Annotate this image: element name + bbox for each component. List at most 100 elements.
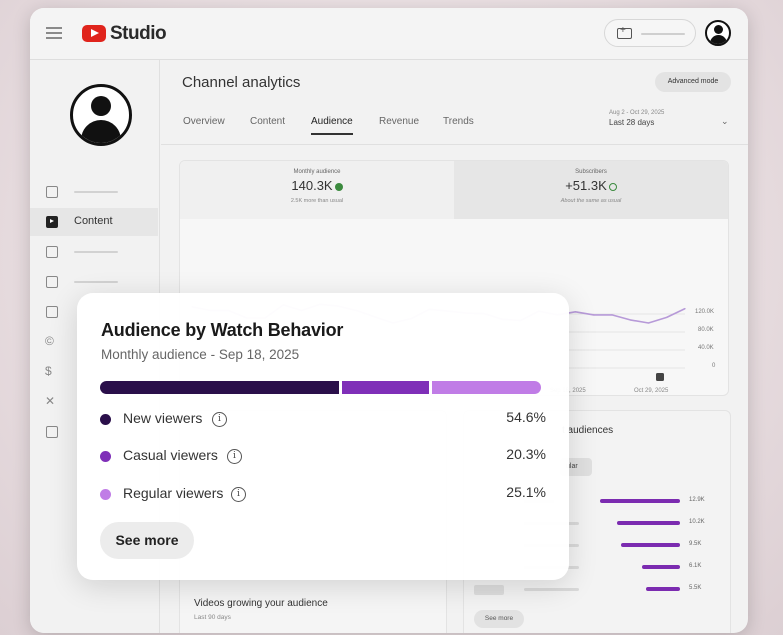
sidebar-item-earn[interactable]: $ bbox=[30, 358, 158, 386]
card-title: t audiences bbox=[562, 425, 614, 436]
card-subtitle: Last 90 days bbox=[194, 614, 231, 621]
date-range-label: Last 28 days bbox=[609, 118, 655, 127]
data-point bbox=[684, 308, 686, 310]
tab-trends[interactable]: Trends bbox=[443, 116, 474, 127]
see-more-button-background[interactable]: See more bbox=[474, 610, 524, 628]
sidebar-item-customization[interactable]: ✕ bbox=[30, 388, 158, 416]
info-icon[interactable]: i bbox=[231, 487, 246, 502]
video-camera-icon bbox=[617, 25, 632, 39]
audience-watch-behavior-popup: Audience by Watch Behavior Monthly audie… bbox=[77, 293, 569, 580]
legend-swatch bbox=[100, 414, 111, 425]
y-tick-label: 80.0K bbox=[698, 327, 714, 333]
sidebar-item-analytics[interactable] bbox=[30, 238, 158, 266]
copyright-icon: © bbox=[45, 334, 54, 348]
app-name: Studio bbox=[110, 23, 167, 44]
placeholder-block bbox=[474, 585, 504, 595]
customization-icon: ✕ bbox=[45, 394, 56, 408]
audio-library-icon bbox=[46, 426, 58, 438]
tab-audience[interactable]: Audience bbox=[311, 116, 353, 135]
legend-swatch bbox=[100, 489, 111, 500]
see-more-button[interactable]: See more bbox=[100, 522, 194, 559]
sidebar-item-label: Content bbox=[74, 215, 113, 227]
account-avatar[interactable] bbox=[705, 20, 731, 46]
sidebar-placeholder-line bbox=[74, 251, 118, 253]
legend-row-new-viewers: New viewers i 54.6% bbox=[100, 409, 546, 431]
channel-avatar[interactable] bbox=[70, 84, 132, 146]
bar-value-label: 12.9K bbox=[689, 497, 705, 503]
data-point bbox=[629, 319, 631, 321]
tabs-divider bbox=[161, 144, 748, 145]
metric-value: +51.3K bbox=[454, 178, 728, 193]
legend-swatch bbox=[100, 451, 111, 462]
sidebar-item-content[interactable]: Content bbox=[30, 208, 158, 236]
top-bar: Studio bbox=[30, 8, 748, 60]
legend-percentage: 25.1% bbox=[506, 484, 546, 500]
content-icon bbox=[46, 216, 58, 228]
legend-row-casual-viewers: Casual viewers i 20.3% bbox=[100, 446, 546, 468]
metric-label: Monthly audience bbox=[293, 169, 341, 175]
metric-label: Subscribers bbox=[575, 169, 607, 175]
tab-overview[interactable]: Overview bbox=[183, 116, 225, 127]
data-point bbox=[574, 311, 577, 313]
metric-value-text: 140.3K bbox=[291, 178, 333, 193]
metric-note: 2.5K more than usual bbox=[290, 198, 344, 204]
watch-behavior-stacked-bar bbox=[100, 381, 541, 394]
sidebar-placeholder-line bbox=[74, 281, 118, 283]
date-range-dates: Aug 2 - Oct 29, 2025 bbox=[609, 110, 665, 116]
legend-percentage: 54.6% bbox=[506, 409, 546, 425]
metric-value: 140.3K bbox=[180, 178, 454, 193]
menu-icon[interactable] bbox=[46, 27, 62, 39]
bar-track bbox=[524, 588, 579, 591]
trend-up-icon bbox=[334, 182, 343, 191]
y-tick-label: 0 bbox=[712, 363, 716, 369]
metric-subscribers[interactable]: Subscribers +51.3K About the same as usu… bbox=[454, 161, 728, 219]
stacked-bar-segment[interactable] bbox=[431, 381, 541, 394]
x-tick-label: Oct 29, 2025 bbox=[634, 388, 669, 394]
sidebar-item-dashboard[interactable] bbox=[30, 178, 158, 206]
audience-bar bbox=[645, 587, 680, 591]
legend-row-regular-viewers: Regular viewers i 25.1% bbox=[100, 484, 546, 506]
sidebar-item-subtitles[interactable] bbox=[30, 298, 158, 326]
legend-label: Regular viewers bbox=[123, 485, 224, 501]
bar-value-label: 9.5K bbox=[689, 541, 702, 547]
page-title: Channel analytics bbox=[182, 74, 301, 91]
stacked-bar-segment[interactable] bbox=[342, 381, 429, 394]
info-icon[interactable]: i bbox=[212, 412, 227, 427]
earn-icon: $ bbox=[45, 364, 52, 378]
metric-monthly-audience[interactable]: Monthly audience 140.3K 2.5K more than u… bbox=[180, 161, 454, 219]
date-range-picker[interactable]: Aug 2 - Oct 29, 2025 Last 28 days bbox=[609, 110, 719, 127]
subtitles-icon bbox=[46, 306, 58, 318]
audience-chart-card: Monthly audience 140.3K 2.5K more than u… bbox=[179, 160, 729, 396]
card-title: Videos growing your audience bbox=[194, 598, 328, 609]
data-point bbox=[611, 314, 613, 316]
bar-value-label: 10.2K bbox=[689, 519, 705, 525]
sidebar-item-comments[interactable] bbox=[30, 268, 158, 296]
youtube-logo-icon[interactable] bbox=[82, 25, 106, 42]
bar-value-label: 5.5K bbox=[689, 585, 702, 591]
advanced-mode-button[interactable]: Advanced mode bbox=[655, 72, 731, 92]
dashboard-icon bbox=[46, 186, 58, 198]
y-tick-label: 40.0K bbox=[698, 345, 714, 351]
chevron-down-icon[interactable]: ⌄ bbox=[721, 116, 729, 126]
create-button[interactable] bbox=[604, 19, 696, 47]
popup-title: Audience by Watch Behavior bbox=[101, 320, 344, 340]
legend-label: New viewers bbox=[123, 410, 203, 426]
check-circle-icon bbox=[608, 182, 617, 191]
info-icon[interactable]: i bbox=[227, 449, 242, 464]
data-point bbox=[666, 316, 668, 318]
audience-bar bbox=[621, 543, 680, 547]
analytics-icon bbox=[46, 246, 58, 258]
data-point bbox=[593, 314, 595, 316]
sidebar-item-copyright[interactable]: © bbox=[30, 328, 158, 356]
stacked-bar-segment[interactable] bbox=[100, 381, 340, 394]
tab-revenue[interactable]: Revenue bbox=[379, 116, 420, 127]
legend-percentage: 20.3% bbox=[506, 446, 546, 462]
legend-label: Casual viewers bbox=[123, 447, 218, 463]
upload-marker-icon bbox=[656, 373, 664, 381]
sidebar-item-audio-library[interactable] bbox=[30, 418, 158, 446]
data-point bbox=[647, 322, 650, 324]
tab-content[interactable]: Content bbox=[250, 116, 286, 127]
y-tick-label: 120.0K bbox=[695, 309, 715, 315]
metric-note: About the same as usual bbox=[560, 198, 622, 204]
audience-bar bbox=[600, 499, 680, 503]
